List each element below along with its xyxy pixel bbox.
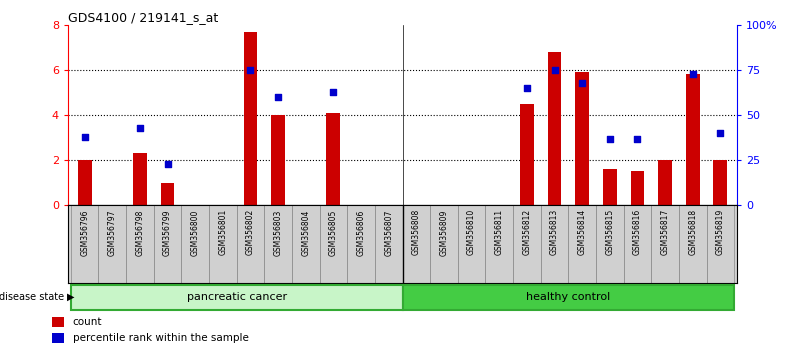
Bar (430, 205, 458, 283)
Bar (161, 183, 175, 205)
Bar (596, 205, 624, 283)
Text: GSM356799: GSM356799 (163, 209, 172, 256)
Text: GSM356817: GSM356817 (661, 209, 670, 256)
Text: GSM356810: GSM356810 (467, 209, 476, 256)
Point (603, 136, 616, 141)
Point (272, 94, 284, 100)
Bar (513, 205, 541, 283)
Point (576, 80, 589, 85)
Bar (272, 115, 285, 205)
Point (78, 134, 91, 139)
Point (134, 125, 147, 131)
Text: GSM356800: GSM356800 (191, 209, 199, 256)
Text: GSM356815: GSM356815 (606, 209, 614, 256)
Point (686, 71, 699, 76)
Text: GSM356819: GSM356819 (716, 209, 725, 256)
Text: GSM356801: GSM356801 (219, 209, 227, 256)
Bar (347, 205, 375, 283)
Bar (651, 205, 679, 283)
Bar (402, 205, 430, 283)
Bar (244, 32, 257, 205)
Text: GSM356816: GSM356816 (633, 209, 642, 256)
Point (521, 85, 533, 91)
Bar (52, 333, 64, 343)
Text: GSM356798: GSM356798 (135, 209, 144, 256)
Bar (209, 205, 236, 283)
Bar (603, 169, 617, 205)
Text: GSM356806: GSM356806 (356, 209, 365, 256)
Text: GSM356796: GSM356796 (80, 209, 89, 256)
Point (714, 130, 727, 136)
Text: GDS4100 / 219141_s_at: GDS4100 / 219141_s_at (68, 11, 219, 24)
Text: ▶: ▶ (67, 292, 74, 302)
Text: GSM356802: GSM356802 (246, 209, 255, 256)
Text: GSM356808: GSM356808 (412, 209, 421, 256)
Point (548, 67, 561, 73)
Text: GSM356814: GSM356814 (578, 209, 586, 256)
Text: GSM356805: GSM356805 (329, 209, 338, 256)
Bar (154, 205, 181, 283)
Text: count: count (73, 317, 102, 327)
Bar (78, 160, 91, 205)
Point (631, 136, 644, 141)
Bar (679, 205, 706, 283)
Bar (133, 153, 147, 205)
Bar (126, 205, 154, 283)
Bar (575, 72, 589, 205)
Bar (236, 205, 264, 283)
Bar (520, 104, 533, 205)
Point (327, 89, 340, 95)
Bar (624, 205, 651, 283)
Text: percentile rank within the sample: percentile rank within the sample (73, 333, 248, 343)
Text: disease state: disease state (0, 292, 64, 302)
Bar (569, 205, 596, 283)
Bar (99, 205, 126, 283)
Bar (264, 205, 292, 283)
Text: GSM356813: GSM356813 (550, 209, 559, 256)
Bar (375, 205, 402, 283)
Bar (658, 160, 672, 205)
FancyBboxPatch shape (70, 285, 402, 310)
Bar (548, 52, 562, 205)
Bar (327, 113, 340, 205)
Point (244, 67, 257, 73)
Text: GSM356797: GSM356797 (108, 209, 117, 256)
Point (161, 161, 174, 167)
Text: GSM356803: GSM356803 (274, 209, 283, 256)
Bar (70, 205, 99, 283)
FancyBboxPatch shape (402, 285, 735, 310)
Bar (320, 205, 347, 283)
Bar (485, 205, 513, 283)
Text: healthy control: healthy control (526, 292, 610, 302)
Text: GSM356809: GSM356809 (440, 209, 449, 256)
Bar (541, 205, 569, 283)
Text: GSM356804: GSM356804 (301, 209, 310, 256)
Bar (706, 205, 735, 283)
Bar (686, 74, 699, 205)
Bar (292, 205, 320, 283)
Bar (181, 205, 209, 283)
Text: pancreatic cancer: pancreatic cancer (187, 292, 287, 302)
Text: GSM356812: GSM356812 (522, 209, 531, 255)
Text: GSM356811: GSM356811 (495, 209, 504, 255)
Text: GSM356807: GSM356807 (384, 209, 393, 256)
Bar (630, 171, 644, 205)
Text: GSM356818: GSM356818 (688, 209, 697, 255)
Bar (458, 205, 485, 283)
Bar (52, 317, 64, 327)
Bar (714, 160, 727, 205)
